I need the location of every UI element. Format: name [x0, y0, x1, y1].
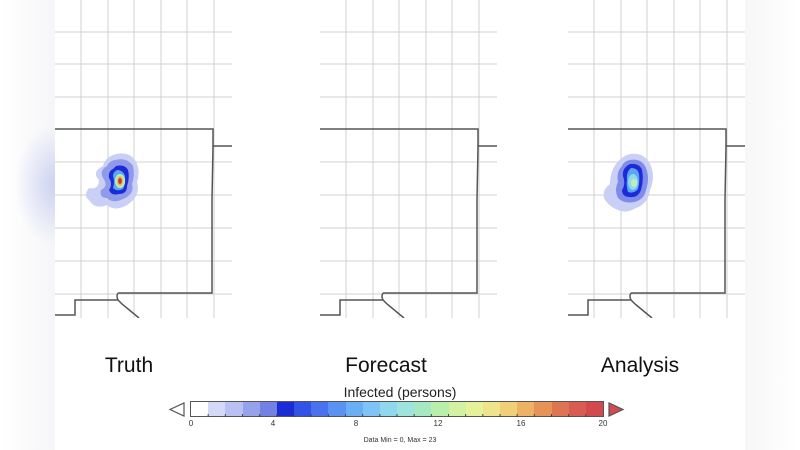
background-left [0, 0, 55, 450]
colorbar-segment [568, 402, 586, 416]
colorbar-segment [362, 402, 380, 416]
boundary-lines [320, 128, 497, 318]
colorbar-segment [242, 402, 260, 416]
plume-truth [86, 153, 139, 209]
tick-label: 8 [353, 419, 359, 428]
tick-label: 4 [270, 419, 276, 428]
map-forecast [320, 0, 497, 318]
colorbar-segment [500, 402, 518, 416]
tick-label: 12 [433, 419, 443, 428]
data-range-note: Data Min = 0, Max = 23 [363, 437, 437, 444]
colorbar-segment [259, 402, 277, 416]
tick-label: 20 [598, 419, 608, 428]
colorbar-segment [482, 402, 501, 416]
colorbar-segment [585, 402, 604, 416]
colorbar-segment [551, 402, 569, 416]
colorbar-segment [294, 402, 312, 416]
colorbar-segment [208, 402, 226, 416]
colorbar-tick-labels: 0 4 8 12 16 20 [188, 419, 608, 429]
colorbar-segment [379, 402, 398, 416]
map-truth [55, 0, 232, 318]
colorbar-segment [448, 402, 466, 416]
colorbar-segment [397, 402, 415, 416]
boundary-lines [568, 128, 745, 318]
colorbar-segment [311, 402, 329, 416]
map-analysis [568, 0, 745, 318]
panel-label-analysis: Analysis [600, 354, 680, 377]
colorbar-title: Infected (persons) [343, 384, 457, 400]
tick-label: 0 [188, 419, 194, 428]
map-panel-truth [55, 0, 232, 318]
background-right [745, 0, 800, 450]
tick-label: 16 [516, 419, 526, 428]
colorbar-segment [345, 402, 363, 416]
grid-lines [568, 0, 745, 318]
colorbar-segment [414, 402, 432, 416]
colorbar-segment [517, 402, 535, 416]
colorbar-segment [328, 402, 346, 416]
grid-lines [55, 0, 232, 318]
colorbar-segment [276, 402, 295, 416]
panel-label-truth: Truth [104, 354, 154, 377]
under-range-arrow-icon [168, 402, 185, 417]
colorbar-ticks [207, 414, 587, 417]
colorbar-segment [534, 402, 552, 416]
map-panel-analysis [568, 0, 745, 318]
colorbar-segment [225, 402, 243, 416]
map-panel-forecast [320, 0, 497, 318]
colorbar-segment [191, 402, 209, 416]
over-range-arrow-icon [608, 402, 625, 417]
boundary-lines [55, 128, 232, 318]
plume-analysis [603, 153, 653, 212]
grid-lines [320, 0, 497, 318]
panel-label-forecast: Forecast [345, 354, 427, 377]
colorbar-segment [431, 402, 449, 416]
colorbar-segment [465, 402, 483, 416]
